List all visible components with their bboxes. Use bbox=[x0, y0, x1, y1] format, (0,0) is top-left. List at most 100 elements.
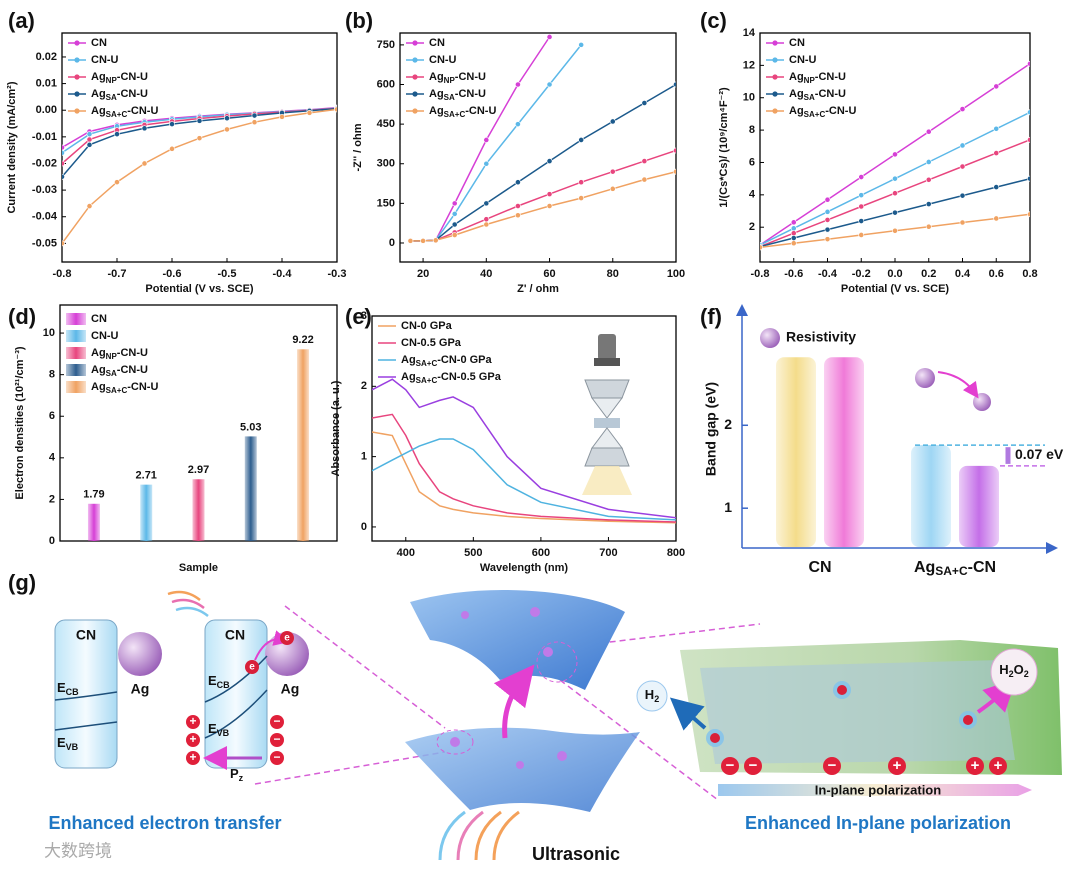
h2o2-bubble bbox=[990, 648, 1038, 696]
x-tick-label: -0.8 bbox=[53, 268, 72, 280]
value-label: 9.22 bbox=[292, 334, 313, 346]
point bbox=[959, 192, 966, 199]
point bbox=[824, 236, 831, 243]
chart-panel: (d) 0 2 4 6 8 10 Sample Electron densities (10²¹… bbox=[8, 304, 338, 574]
text-part: Ag bbox=[789, 88, 804, 100]
text-part: Ag bbox=[429, 105, 444, 117]
point bbox=[515, 179, 521, 186]
text-part: CN bbox=[91, 37, 107, 49]
legend-marker bbox=[412, 40, 418, 46]
point bbox=[86, 141, 93, 148]
text-part: -CN-U bbox=[465, 105, 496, 117]
point bbox=[578, 195, 585, 201]
y-tick-label: 2 bbox=[749, 221, 755, 233]
ag-sphere bbox=[118, 632, 162, 676]
bar bbox=[192, 479, 205, 541]
cn-label: CN bbox=[76, 627, 96, 643]
point bbox=[673, 168, 676, 175]
point bbox=[546, 34, 553, 40]
y-tick-label: 8 bbox=[749, 124, 755, 136]
point bbox=[432, 237, 439, 244]
y-tick-label: 10 bbox=[43, 327, 55, 339]
text-part: -CN-U bbox=[825, 105, 856, 117]
legend-label: AgSA+C-CN-U bbox=[91, 381, 158, 395]
text-part: E bbox=[208, 673, 217, 688]
panel-label: (g) bbox=[8, 570, 36, 595]
plot-area bbox=[407, 34, 676, 244]
point bbox=[892, 151, 898, 158]
y-axis-title: 1/(Cs*Cs)/ (10⁹/cm⁴F⁻²) bbox=[718, 87, 730, 208]
path bbox=[438, 810, 466, 861]
y-tick-label: 0 bbox=[49, 535, 55, 547]
point bbox=[483, 160, 490, 167]
point bbox=[224, 126, 230, 133]
x-tick-label: 100 bbox=[667, 268, 685, 280]
y-tick-label: -0.01 bbox=[32, 131, 57, 143]
polarization-arrow bbox=[718, 784, 1032, 796]
band-bar bbox=[776, 357, 816, 547]
point bbox=[62, 173, 65, 180]
point bbox=[169, 121, 175, 127]
y-axis-title: Electron densities (10²¹/cm⁻³) bbox=[14, 346, 26, 499]
plus: + bbox=[971, 757, 980, 774]
x-axis-title: Z' / ohm bbox=[517, 283, 559, 295]
point bbox=[858, 232, 865, 238]
band-bar bbox=[959, 465, 999, 547]
y-tick-label: 300 bbox=[377, 158, 395, 170]
y-axis-title: Band gap (eV) bbox=[703, 382, 719, 476]
text-part: CN-U bbox=[91, 330, 119, 342]
plus: + bbox=[994, 757, 1003, 774]
polygon bbox=[584, 447, 630, 467]
text-part: SA+C bbox=[935, 564, 968, 578]
text-part: NP bbox=[804, 76, 816, 85]
bar bbox=[244, 436, 257, 541]
text-part: -CN-U bbox=[117, 347, 148, 359]
circle bbox=[530, 607, 540, 617]
text-part: H bbox=[645, 687, 654, 702]
legend-marker bbox=[772, 91, 778, 97]
plot-area bbox=[62, 104, 337, 247]
x-axis-title: Sample bbox=[179, 562, 218, 574]
point bbox=[224, 115, 230, 122]
point bbox=[673, 81, 676, 88]
point bbox=[824, 226, 831, 233]
point bbox=[451, 232, 458, 238]
point bbox=[451, 221, 458, 228]
ultrasonic-label: Ultrasonic bbox=[532, 844, 620, 864]
text-part: O bbox=[1014, 662, 1024, 677]
text-part: CN bbox=[429, 37, 445, 49]
y-tick-label: -0.03 bbox=[32, 184, 57, 196]
point bbox=[515, 212, 521, 219]
polygon bbox=[591, 397, 623, 419]
legend-marker bbox=[412, 57, 418, 63]
chart-panel: (e) 400 500 600 700 800 0 1 2 3 Wavelength (nm) Abs… bbox=[330, 304, 685, 574]
text-part: SA bbox=[444, 93, 455, 102]
watermark: 大数跨境 bbox=[44, 841, 112, 860]
text-part: CN-0.5 GPa bbox=[401, 337, 462, 349]
point bbox=[993, 150, 1000, 156]
circle bbox=[888, 757, 906, 775]
bar bbox=[297, 349, 310, 541]
x-tick-label: 0.6 bbox=[989, 268, 1004, 280]
x-tick-label: 0.2 bbox=[921, 268, 936, 280]
point bbox=[86, 203, 93, 209]
plus: + bbox=[189, 750, 196, 764]
point bbox=[1027, 211, 1030, 218]
x-axis-title: Wavelength (nm) bbox=[480, 562, 569, 574]
band-bar bbox=[824, 357, 864, 547]
ecb-label: ECB bbox=[208, 673, 230, 690]
rect bbox=[594, 418, 620, 428]
point bbox=[993, 215, 1000, 222]
plus: + bbox=[189, 714, 196, 728]
minus: − bbox=[273, 750, 280, 764]
y-tick-label: -0.02 bbox=[32, 157, 57, 169]
point bbox=[515, 203, 521, 209]
point bbox=[790, 235, 797, 241]
text-part: -CN-U bbox=[455, 88, 486, 100]
text-part: E bbox=[57, 680, 66, 695]
legend-label: AgSA+C-CN-U bbox=[789, 105, 856, 119]
point bbox=[483, 221, 490, 228]
y-tick-label: 12 bbox=[743, 59, 755, 71]
x-tick-label: 600 bbox=[532, 547, 550, 559]
point bbox=[824, 217, 831, 223]
